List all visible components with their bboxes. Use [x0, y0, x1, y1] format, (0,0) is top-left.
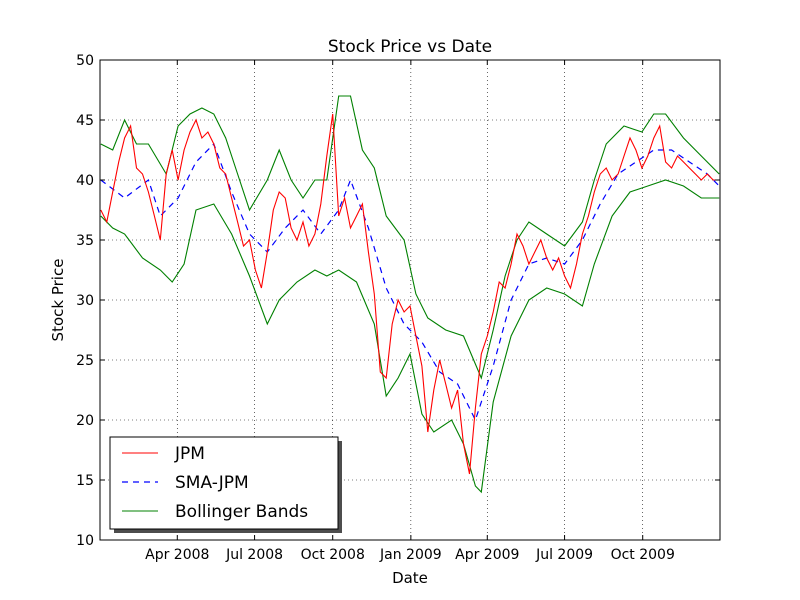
y-tick-label: 45	[76, 113, 94, 129]
sma-jpm-line	[100, 142, 720, 422]
y-tick-label: 10	[76, 533, 94, 549]
bollinger-upper-line	[100, 95, 720, 380]
x-axis-ticks: Apr 2008 Jul 2008 Oct 2008 Jan 2009 Apr 2009…	[145, 60, 675, 563]
chart-title: Stock Price vs Date	[328, 37, 492, 57]
y-tick-label: 50	[76, 53, 94, 69]
x-tick-label: Apr 2008	[145, 547, 209, 563]
x-axis-label: Date	[392, 569, 428, 587]
x-tick-label: Jul 2008	[225, 547, 283, 563]
x-tick-label: Jul 2009	[535, 547, 593, 563]
series-lines	[100, 95, 720, 494]
x-tick-label: Jan 2009	[379, 547, 442, 563]
legend-label-bollinger: Bollinger Bands	[175, 502, 308, 522]
legend-label-jpm: JPM	[174, 444, 205, 464]
x-tick-label: Oct 2008	[301, 547, 365, 563]
legend-box	[109, 436, 339, 530]
y-tick-label: 30	[76, 293, 94, 309]
y-tick-label: 20	[76, 413, 94, 429]
y-axis-label: Stock Price	[49, 259, 67, 342]
x-tick-label: Apr 2009	[455, 547, 519, 563]
y-tick-label: 15	[76, 473, 94, 489]
x-tick-label: Oct 2009	[611, 547, 675, 563]
jpm-line	[100, 113, 720, 475]
legend-label-sma: SMA-JPM	[175, 473, 249, 493]
y-tick-label: 25	[76, 353, 94, 369]
y-axis-ticks: 10 15 20 25 30 35 40 45 50	[76, 53, 720, 549]
y-tick-label: 35	[76, 233, 94, 249]
legend: JPM SMA-JPM Bollinger Bands	[109, 436, 342, 533]
gridlines	[100, 60, 720, 540]
bollinger-lower-line	[100, 179, 720, 494]
y-tick-label: 40	[76, 173, 94, 189]
